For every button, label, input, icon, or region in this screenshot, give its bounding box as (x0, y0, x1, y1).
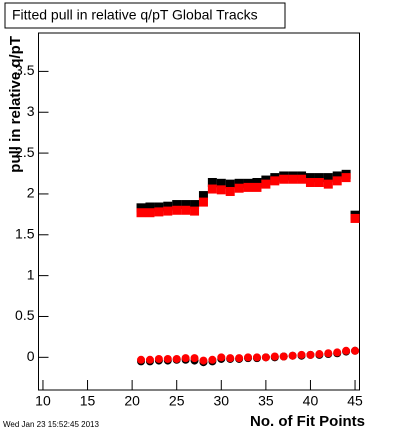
marker (154, 207, 164, 217)
marker (207, 184, 217, 194)
marker (252, 177, 262, 187)
marker (136, 203, 146, 213)
y-tick-label: 1.5 (15, 225, 35, 241)
marker (163, 206, 173, 216)
y-tick-label: 0 (27, 348, 35, 364)
x-tick-label: 10 (35, 393, 51, 409)
y-tick-label: 0.5 (15, 307, 35, 323)
timestamp: Wed Jan 23 15:52:45 2013 (3, 420, 99, 429)
y-tick-label: 3 (27, 103, 35, 119)
marker (190, 200, 200, 210)
marker (163, 354, 172, 363)
marker (350, 213, 360, 223)
marker (305, 177, 315, 187)
marker (252, 353, 261, 362)
x-tick-label: 15 (80, 393, 96, 409)
marker (261, 353, 270, 362)
marker (323, 173, 333, 183)
marker (288, 351, 297, 360)
x-tick-label: 45 (347, 393, 363, 409)
marker (234, 183, 244, 193)
marker (154, 202, 164, 212)
marker (234, 178, 244, 188)
marker (145, 202, 155, 212)
marker (315, 350, 324, 359)
marker (244, 353, 253, 362)
marker (145, 208, 155, 218)
marker (190, 206, 200, 216)
marker (217, 353, 226, 362)
marker (342, 346, 351, 355)
marker (198, 191, 208, 201)
marker (261, 179, 271, 189)
marker (252, 182, 262, 192)
x-tick-label: 20 (124, 393, 140, 409)
marker (332, 171, 342, 181)
marker (279, 174, 289, 184)
marker (225, 186, 235, 196)
marker (198, 197, 208, 207)
marker (341, 173, 351, 183)
marker (137, 355, 146, 364)
y-tick-label: 3.5 (15, 62, 35, 78)
x-tick-label: 25 (169, 393, 185, 409)
marker (190, 354, 199, 363)
marker (324, 349, 333, 358)
marker (226, 354, 235, 363)
marker (207, 177, 217, 187)
chart-title: Fitted pull in relative q/pT Global Trac… (12, 7, 258, 23)
y-tick-label: 1 (27, 266, 35, 282)
marker (332, 176, 342, 186)
marker (297, 350, 306, 359)
x-tick-label: 30 (214, 393, 230, 409)
marker (172, 354, 181, 363)
marker (279, 352, 288, 361)
y-tick-label: 2.5 (15, 144, 35, 160)
marker (145, 355, 154, 364)
marker (181, 354, 190, 363)
marker (243, 182, 253, 192)
marker (333, 348, 342, 357)
marker (216, 185, 226, 195)
marker (314, 173, 324, 183)
y-axis-label: pull in relative q/pT (7, 36, 24, 173)
marker (163, 201, 173, 211)
marker (172, 200, 182, 210)
marker (172, 205, 182, 215)
marker (216, 178, 226, 188)
marker (136, 208, 146, 218)
marker (270, 176, 280, 186)
marker (235, 354, 244, 363)
marker (351, 346, 360, 355)
marker (323, 179, 333, 189)
marker (181, 200, 191, 210)
marker (225, 179, 235, 189)
marker (306, 350, 315, 359)
x-tick-label: 40 (303, 393, 319, 409)
marker (270, 352, 279, 361)
x-axis-label: No. of Fit Points (250, 413, 365, 430)
marker (288, 174, 298, 184)
marker (305, 173, 315, 183)
marker (297, 174, 307, 184)
marker (181, 205, 191, 215)
marker (199, 356, 208, 365)
x-tick-label: 35 (258, 393, 274, 409)
y-tick-label: 2 (27, 185, 35, 201)
marker (208, 355, 217, 364)
marker (154, 354, 163, 363)
title-box (4, 2, 286, 29)
marker (314, 177, 324, 187)
